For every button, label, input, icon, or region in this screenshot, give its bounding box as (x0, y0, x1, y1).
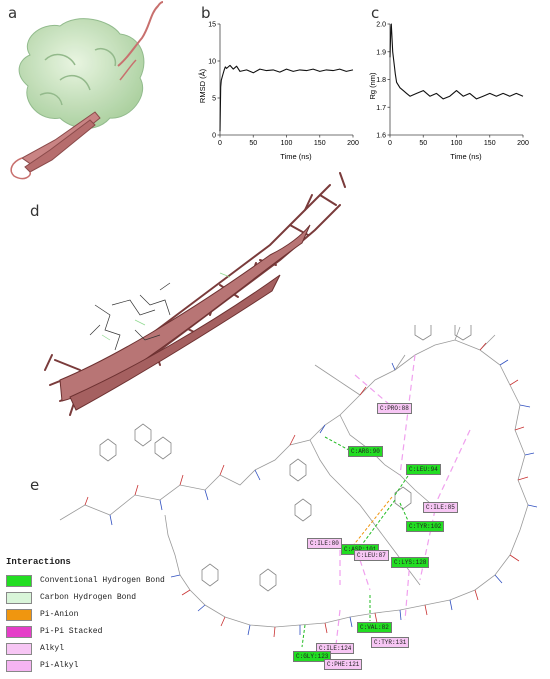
legend-item: Pi-Alkyl (6, 657, 206, 674)
legend-swatch (6, 659, 32, 672)
panel-label-d: d (30, 202, 40, 220)
residue-label: C:ILE:80 (307, 538, 342, 549)
residue-label: C:VAL:82 (357, 622, 392, 633)
residue-label: C:ARG:90 (348, 446, 383, 457)
legend-label: Conventional Hydrogen Bond (40, 576, 165, 585)
residue-label: C:PHE:121 (324, 659, 363, 670)
residue-label: C:PRO:88 (377, 403, 412, 414)
rmsd-x-axis-label: Time (ns) (280, 152, 312, 161)
legend-item: Alkyl (6, 640, 206, 657)
panel-label-e: e (30, 476, 40, 494)
interactions-legend: Interactions Conventional Hydrogen Bond … (6, 557, 206, 674)
x-tick-label: 50 (419, 140, 427, 147)
x-tick-label: 50 (249, 140, 257, 147)
rmsd-chart: 0 50 100 150 200 0 5 10 15 Time (ns) RMSD (Å) (198, 22, 359, 162)
residue-label: C:ILE:85 (423, 502, 458, 513)
residue-label: C:TYR:131 (371, 637, 410, 648)
legend-swatch (6, 625, 32, 638)
y-tick-label: 1.6 (376, 133, 386, 140)
y-tick-label: 15 (208, 22, 216, 29)
residue-label: C:LYS:128 (391, 557, 430, 568)
legend-title: Interactions (6, 557, 71, 567)
rg-chart: 0 50 100 150 200 1.6 1.7 1.8 1.9 2.0 Time (ns) Rg… (368, 22, 529, 162)
y-tick-label: 1.7 (376, 105, 386, 112)
legend-item: Pi-Pi Stacked (6, 623, 206, 640)
rmsd-y-axis-label: RMSD (Å) (198, 68, 207, 103)
legend-label: Pi-Anion (40, 610, 79, 619)
x-tick-label: 100 (451, 140, 463, 147)
rg-x-axis-label: Time (ns) (450, 152, 482, 161)
panel-label-a: a (8, 4, 18, 22)
y-tick-label: 2.0 (376, 22, 386, 29)
residue-label: C:TYR:102 (406, 521, 445, 532)
x-tick-label: 200 (517, 140, 529, 147)
y-tick-label: 0 (212, 133, 216, 140)
legend-label: Pi-Alkyl (40, 661, 79, 670)
y-tick-label: 1.9 (376, 49, 386, 56)
peptide-complex-structure-image (44, 172, 346, 416)
legend-item: Carbon Hydrogen Bond (6, 589, 206, 606)
x-tick-label: 150 (484, 140, 496, 147)
legend-swatch (6, 574, 32, 587)
rg-y-axis-label: Rg (nm) (368, 72, 377, 100)
x-tick-label: 200 (347, 140, 359, 147)
x-tick-label: 100 (281, 140, 293, 147)
legend-swatch (6, 608, 32, 621)
residue-label: C:ILE:124 (316, 643, 355, 654)
series-line (389, 23, 524, 100)
legend-label: Pi-Pi Stacked (40, 627, 103, 636)
y-tick-label: 5 (212, 96, 216, 103)
legend-label: Carbon Hydrogen Bond (40, 593, 137, 602)
panel-label-c: c (371, 4, 380, 22)
legend-swatch (6, 642, 32, 655)
x-tick-label: 150 (314, 140, 326, 147)
interaction-diagram-2d (59, 325, 538, 648)
x-tick-label: 0 (218, 140, 222, 147)
residue-label: C:LEU:87 (354, 550, 389, 561)
series-line (219, 64, 354, 132)
protein-surface-image (10, 1, 164, 180)
x-tick-label: 0 (388, 140, 392, 147)
legend-item: Pi-Anion (6, 606, 206, 623)
legend-swatch (6, 591, 32, 604)
legend-label: Alkyl (40, 644, 65, 653)
residue-label: C:LEU:94 (406, 464, 441, 475)
y-tick-label: 1.8 (376, 77, 386, 84)
residue-label: C:GLY:123 (293, 651, 332, 662)
y-tick-label: 10 (208, 59, 216, 66)
panel-label-b: b (201, 4, 211, 22)
legend-item: Conventional Hydrogen Bond (6, 572, 206, 589)
